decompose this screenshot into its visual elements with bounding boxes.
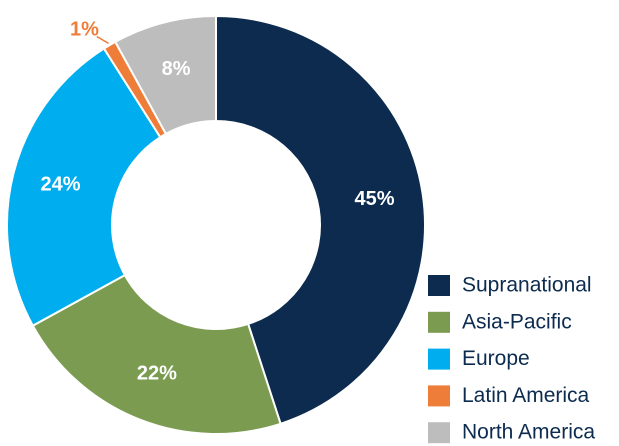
leader-line [96, 35, 109, 45]
donut-slice [113, 14, 217, 136]
legend-swatch [428, 275, 450, 296]
data-label: 45% [355, 188, 395, 210]
data-label: 24% [41, 173, 81, 195]
legend-swatch [428, 311, 450, 333]
donut-slice [6, 47, 162, 328]
donut-slice [215, 14, 426, 426]
legend-label: Asia-Pacific [462, 310, 572, 333]
legend-label: Supranational [462, 274, 592, 297]
legend-label: Latin America [462, 384, 590, 407]
legend-label: Europe [462, 347, 530, 370]
legend-swatch [428, 385, 450, 407]
donut-slice [31, 273, 282, 435]
data-label: 8% [162, 58, 191, 80]
data-label: 1% [70, 19, 99, 41]
legend-swatch [428, 422, 450, 444]
legend-swatch [428, 348, 450, 370]
legend-label: North America [462, 421, 595, 444]
data-label: 22% [137, 363, 177, 385]
